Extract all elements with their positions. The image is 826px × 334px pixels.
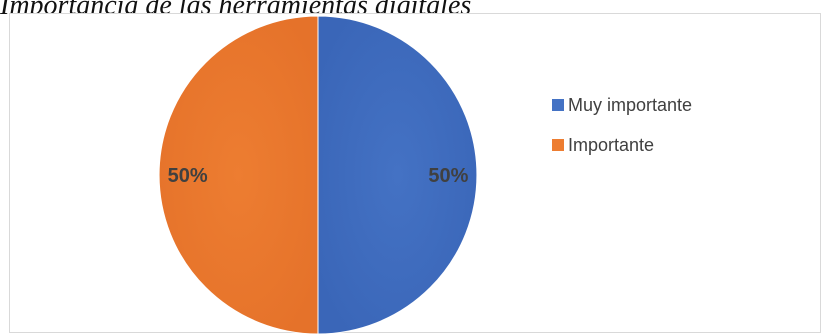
data-label-importante: 50% (168, 165, 208, 187)
legend-swatch-importante (552, 139, 564, 151)
legend-swatch-muy-importante (552, 99, 564, 111)
pie-slice-importante (158, 15, 319, 334)
pie-slice-muy-importante (317, 15, 478, 334)
data-label-muy-importante: 50% (428, 165, 468, 187)
legend-label-importante: Importante (568, 135, 654, 155)
legend-label-muy-importante: Muy importante (568, 95, 692, 115)
